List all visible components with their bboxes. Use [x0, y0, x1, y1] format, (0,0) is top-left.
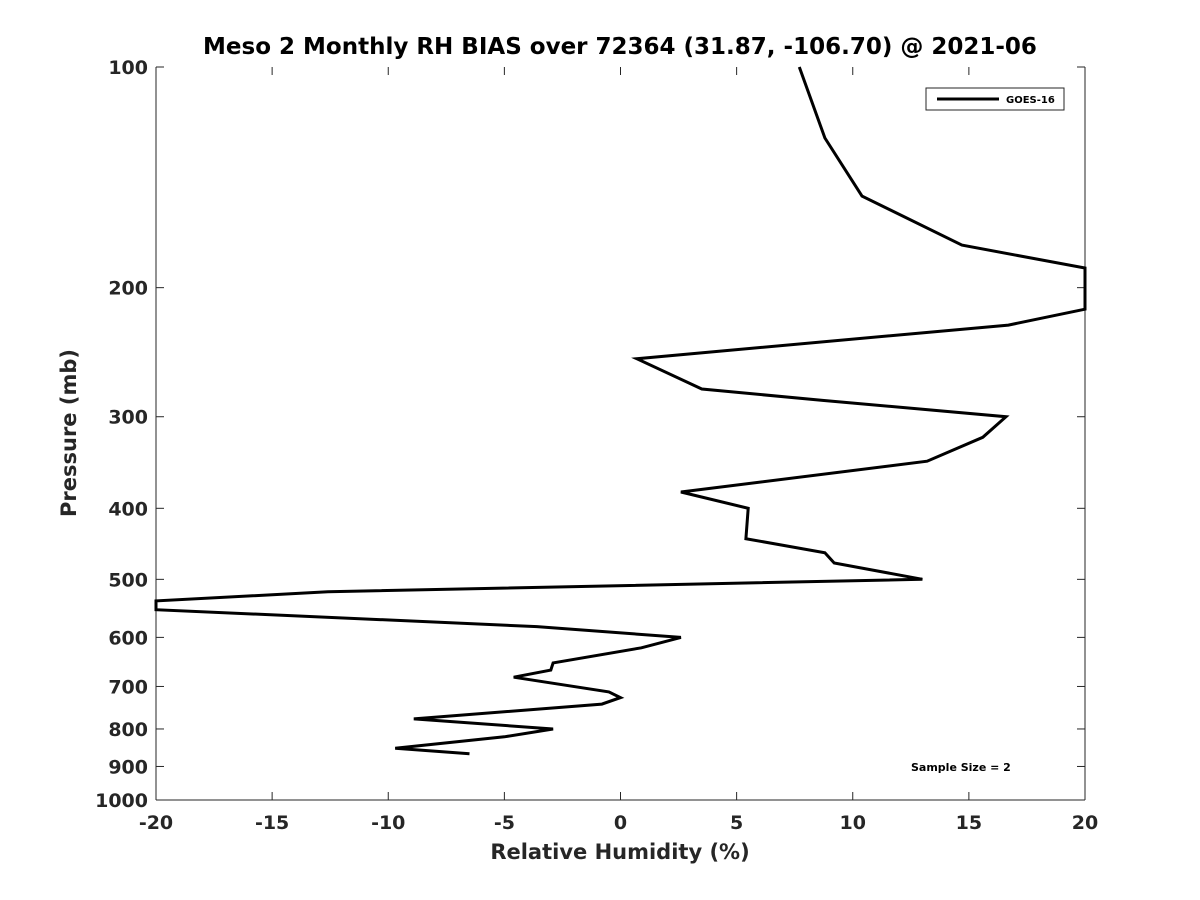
x-tick-label: -10 — [371, 812, 405, 834]
y-tick-label: 200 — [108, 278, 148, 300]
legend: GOES-16 — [925, 87, 1065, 111]
y-tick-label: 300 — [108, 407, 148, 429]
y-tick-label: 100 — [108, 57, 148, 79]
y-tick-label: 1000 — [95, 790, 148, 812]
y-tick-label: 700 — [108, 676, 148, 698]
x-tick-label: -5 — [494, 812, 515, 834]
legend-label-goes16: GOES-16 — [1006, 95, 1055, 106]
x-axis-ticks: -20 -15 -10 -5 0 5 10 15 20 — [139, 67, 1098, 834]
y-axis-label: Pressure (mb) — [57, 349, 81, 517]
series-line-goes16 — [154, 66, 1087, 756]
x-tick-label: 15 — [956, 812, 982, 834]
x-axis-label: Relative Humidity (%) — [490, 840, 749, 864]
y-axis-ticks: 100 200 300 400 500 600 700 800 900 1000 — [95, 57, 1085, 812]
plot-frame — [156, 67, 1085, 800]
x-tick-label: 5 — [730, 812, 743, 834]
y-tick-label: 800 — [108, 719, 148, 741]
x-tick-label: 10 — [840, 812, 866, 834]
x-tick-label: 20 — [1072, 812, 1098, 834]
chart-title: Meso 2 Monthly RH BIAS over 72364 (31.87… — [203, 34, 1037, 60]
y-tick-label: 900 — [108, 756, 148, 778]
x-tick-label: -15 — [255, 812, 289, 834]
sample-size-annotation: Sample Size = 2 — [911, 761, 1011, 774]
y-tick-label: 500 — [108, 569, 148, 591]
y-tick-label: 600 — [108, 627, 148, 649]
plot-area — [155, 67, 1086, 801]
series-group — [154, 66, 1087, 756]
y-tick-label: 400 — [108, 498, 148, 520]
x-tick-label: -20 — [139, 812, 173, 834]
x-tick-label: 0 — [614, 812, 627, 834]
